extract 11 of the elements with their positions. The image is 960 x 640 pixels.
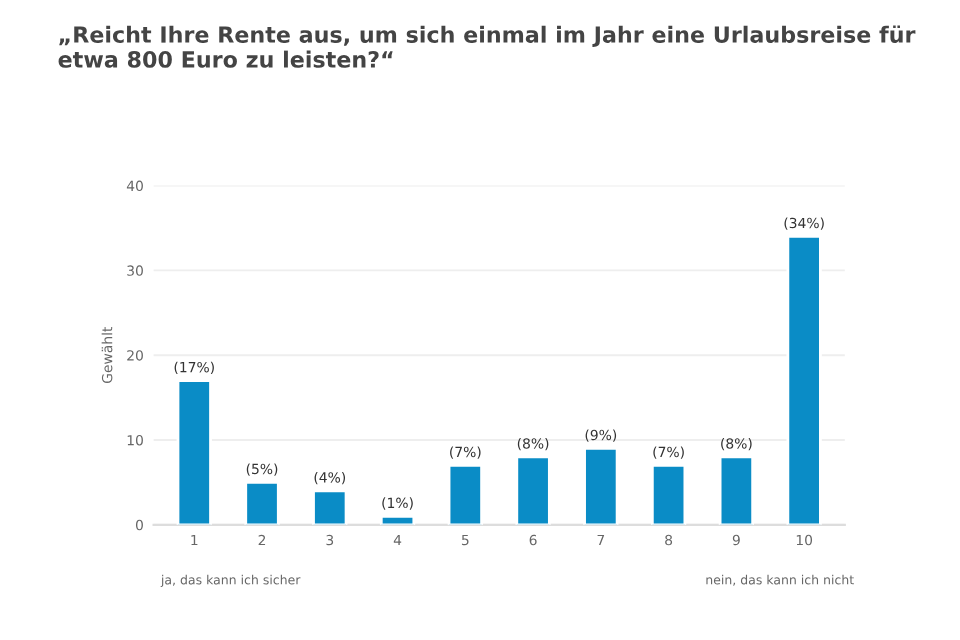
bar [379, 514, 416, 525]
bar [312, 489, 348, 525]
bar [650, 464, 687, 525]
bar [515, 455, 551, 525]
chart-title: „Reicht Ihre Rente aus, um sich einmal im Jahr eine Urlaubsreise für etwa 800 Euro zu leisten?“ [58, 25, 916, 68]
bar [718, 455, 755, 525]
bar [176, 379, 212, 525]
bar [583, 447, 619, 525]
bar [244, 481, 280, 525]
bar [447, 464, 483, 525]
bar [786, 235, 822, 525]
